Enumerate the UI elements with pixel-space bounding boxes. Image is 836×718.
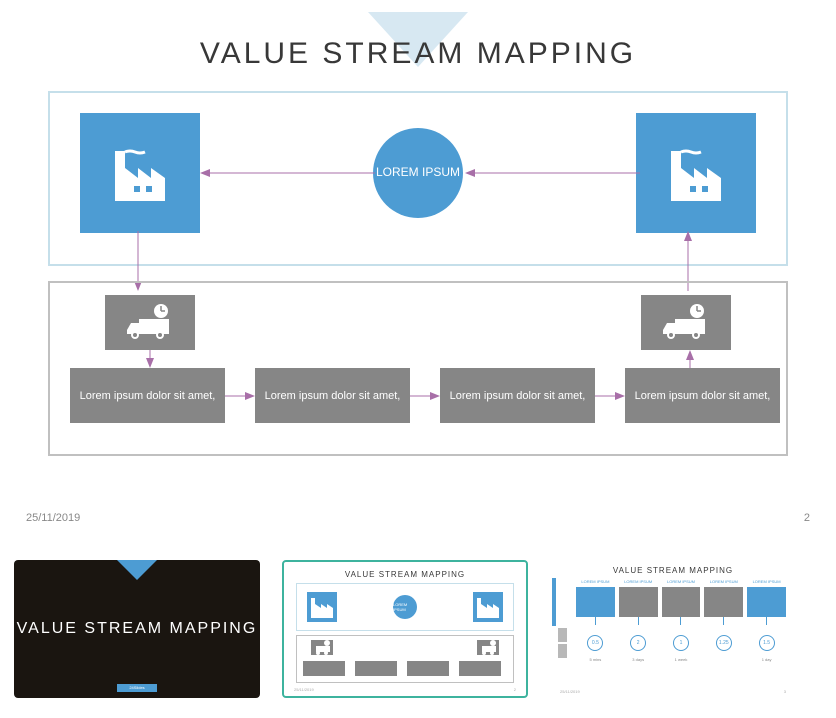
arrow-step2-to-step3 [410, 391, 440, 401]
slide-footer: 25/11/2019 2 [26, 512, 810, 524]
step-label: Lorem ipsum dolor sit amet, [635, 390, 771, 402]
step-label: Lorem ipsum dolor sit amet, [80, 390, 216, 402]
customer-factory [636, 113, 756, 233]
process-step-1: Lorem ipsum dolor sit amet, [70, 368, 225, 423]
mini-col: LOREM IPSUM 2 3 days [619, 579, 658, 684]
supplier-factory [80, 113, 200, 233]
process-step-2: Lorem ipsum dolor sit amet, [255, 368, 410, 423]
thumbnail-2-selected[interactable]: VALUE STREAM MAPPING LOREM IPSUM 25/11 [282, 560, 528, 698]
arrow-truck-to-step1 [145, 350, 155, 368]
triangle-icon [117, 560, 157, 580]
mini-step [459, 661, 501, 676]
mini-step [303, 661, 345, 676]
mini-top-section: LOREM IPSUM [296, 583, 514, 631]
truck-icon [125, 303, 175, 343]
slide-page-number: 2 [804, 512, 810, 524]
mini-sidebar [558, 628, 567, 658]
mini-factory-left [307, 592, 337, 622]
thumb3-title: VALUE STREAM MAPPING [560, 566, 786, 575]
accent-bar [552, 578, 556, 626]
logo-badge: 24Slides [117, 684, 157, 692]
mini-factory-right [473, 592, 503, 622]
factory-icon [110, 146, 170, 201]
mini-step [407, 661, 449, 676]
process-step-4: Lorem ipsum dolor sit amet, [625, 368, 780, 423]
arrow-customer-to-circle [465, 168, 640, 178]
thumb-footer: 25/11/20193 [560, 689, 786, 694]
mini-step [355, 661, 397, 676]
thumbnail-1[interactable]: VALUE STREAM MAPPING 24Slides [14, 560, 260, 698]
arrow-step4-to-truck [685, 350, 695, 368]
process-step-3: Lorem ipsum dolor sit amet, [440, 368, 595, 423]
truck-icon [661, 303, 711, 343]
process-section: Lorem ipsum dolor sit amet, Lorem ipsum … [48, 281, 788, 456]
mini-diagram: LOREM IPSUM [296, 583, 514, 683]
factory-icon [666, 146, 726, 201]
mini-bottom-section [296, 635, 514, 683]
slide-title: VALUE STREAM MAPPING [20, 12, 816, 71]
mini-col: LOREM IPSUM 1.5 1 day [747, 579, 786, 684]
outbound-truck [641, 295, 731, 350]
step-label: Lorem ipsum dolor sit amet, [265, 390, 401, 402]
inbound-truck [105, 295, 195, 350]
step-label: Lorem ipsum dolor sit amet, [450, 390, 586, 402]
mini-truck-right [477, 640, 499, 655]
arrow-step1-to-step2 [225, 391, 255, 401]
mini-col: LOREM IPSUM 1 1 week [662, 579, 701, 684]
thumb-footer: 25/11/20192 [294, 687, 516, 692]
mini-truck-left [311, 640, 333, 655]
center-circle: LOREM IPSUM [373, 128, 463, 218]
thumb1-title: VALUE STREAM MAPPING [17, 618, 258, 640]
mini-circle: LOREM IPSUM [393, 595, 417, 619]
thumb2-title: VALUE STREAM MAPPING [296, 570, 514, 579]
center-circle-label: LOREM IPSUM [376, 165, 460, 181]
arrow-circle-to-supplier [200, 168, 375, 178]
supplier-customer-section: LOREM IPSUM [48, 91, 788, 266]
thumbnail-strip: VALUE STREAM MAPPING 24Slides VALUE STRE… [0, 512, 836, 718]
arrow-step3-to-step4 [595, 391, 625, 401]
slide-date: 25/11/2019 [26, 512, 80, 524]
mini-col: LOREM IPSUM 1.25 [704, 579, 743, 684]
main-slide: VALUE STREAM MAPPING LOREM IPSUM [20, 12, 816, 512]
thumbnail-3[interactable]: VALUE STREAM MAPPING LOREM IPSUM 0.5 5 m… [550, 560, 796, 698]
mini-columns: LOREM IPSUM 0.5 5 mins LOREM IPSUM 2 3 d… [576, 579, 786, 684]
vsm-diagram: LOREM IPSUM [48, 91, 788, 471]
mini-col: LOREM IPSUM 0.5 5 mins [576, 579, 615, 684]
